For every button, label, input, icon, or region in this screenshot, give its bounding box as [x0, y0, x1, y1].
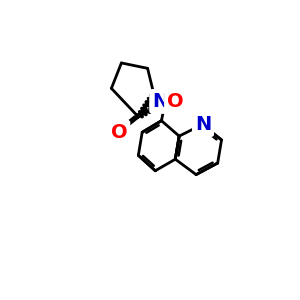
Text: N: N	[195, 115, 211, 134]
Text: NH: NH	[152, 92, 184, 111]
Text: O: O	[111, 123, 128, 142]
Text: O: O	[167, 92, 184, 111]
